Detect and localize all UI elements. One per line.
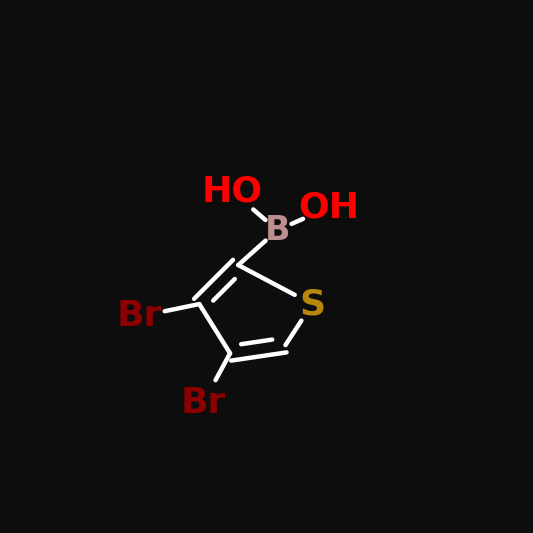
Text: OH: OH <box>298 191 359 224</box>
Text: S: S <box>299 287 325 321</box>
Text: B: B <box>264 214 290 247</box>
Text: Br: Br <box>181 385 226 419</box>
Text: Br: Br <box>117 300 163 333</box>
Text: HO: HO <box>201 174 263 208</box>
